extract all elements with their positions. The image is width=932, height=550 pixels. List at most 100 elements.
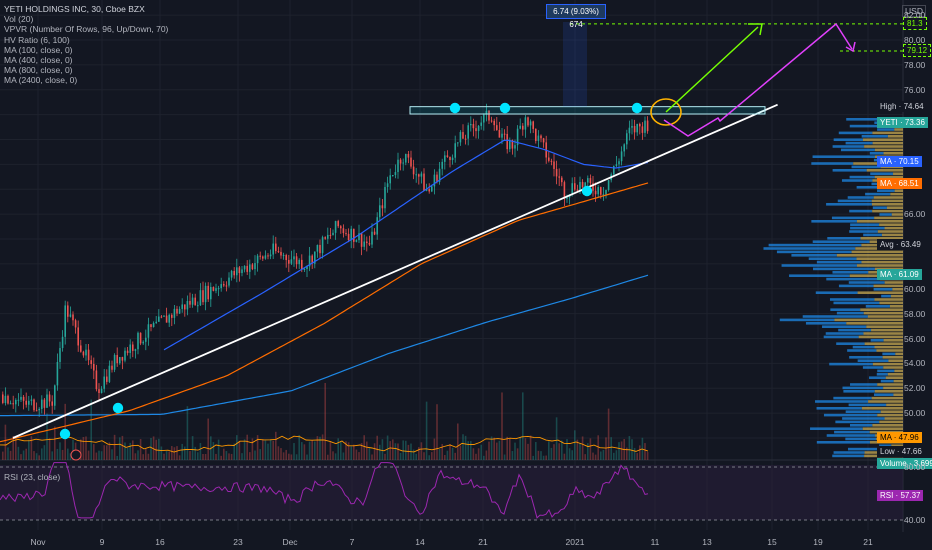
volume-bar bbox=[48, 438, 51, 460]
candle-body bbox=[61, 336, 64, 349]
volume-bar bbox=[483, 455, 485, 460]
candle-body bbox=[316, 244, 319, 252]
volume-bar bbox=[282, 452, 285, 460]
vpvr-up bbox=[832, 145, 865, 148]
indicator-ma100[interactable]: MA (100, close, 0) bbox=[4, 44, 73, 55]
candle-body bbox=[303, 269, 306, 271]
vpvr-up bbox=[789, 274, 850, 277]
volume-bar bbox=[38, 455, 40, 460]
volume-bar bbox=[542, 455, 545, 460]
time-tick: 13 bbox=[702, 537, 712, 547]
candle-body bbox=[22, 396, 25, 401]
price-tick: 54.00 bbox=[904, 358, 926, 369]
volume-bar bbox=[646, 452, 649, 460]
vpvr-up bbox=[823, 335, 859, 339]
vpvr-down bbox=[849, 274, 903, 277]
volume-bar bbox=[181, 443, 183, 460]
earnings-marker bbox=[70, 449, 82, 461]
candle-body bbox=[93, 363, 95, 371]
candle-body bbox=[319, 244, 321, 254]
volume-bar bbox=[46, 413, 48, 460]
volume-bar bbox=[373, 443, 376, 460]
vpvr-up bbox=[848, 403, 887, 407]
candle-body bbox=[173, 308, 176, 318]
candle-body bbox=[35, 410, 38, 412]
vpvr-up bbox=[825, 332, 864, 335]
candle-body bbox=[412, 166, 415, 175]
volume-bar bbox=[163, 453, 165, 460]
symbol-title: YETI HOLDINGS INC, 30, Cboe BZX bbox=[4, 4, 145, 14]
time-tick: 9 bbox=[99, 537, 105, 547]
currency-label[interactable]: USD bbox=[902, 5, 926, 17]
candle-body bbox=[165, 315, 168, 323]
candle-body bbox=[225, 285, 228, 287]
volume-bar bbox=[402, 440, 404, 460]
candle-body bbox=[379, 205, 381, 218]
volume-bar bbox=[340, 441, 342, 460]
candle-body bbox=[555, 168, 558, 177]
vpvr-down bbox=[861, 260, 903, 264]
volume-bar bbox=[633, 447, 636, 460]
candle-body bbox=[290, 259, 293, 264]
indicator-ma800[interactable]: MA (800, close, 0) bbox=[4, 65, 73, 76]
candles bbox=[2, 103, 649, 417]
volume-bar bbox=[197, 452, 199, 460]
volume-bar bbox=[418, 447, 420, 460]
vpvr-down bbox=[886, 206, 903, 209]
candle-body bbox=[106, 376, 108, 382]
indicator-vpvr[interactable]: VPVR (Number Of Rows, 96, Up/Down, 70) bbox=[4, 24, 169, 35]
vpvr-up bbox=[763, 247, 856, 250]
indicator-hv[interactable]: HV Ratio (6, 100) bbox=[4, 34, 70, 45]
indicator-ma400[interactable]: MA (400, close, 0) bbox=[4, 55, 73, 66]
vpvr-up bbox=[826, 434, 876, 437]
high-label: High · 74.64 bbox=[877, 101, 927, 112]
vpvr-up bbox=[835, 420, 880, 424]
indicator-ma2400[interactable]: MA (2400, close, 0) bbox=[4, 75, 78, 86]
volume-bar bbox=[407, 444, 410, 460]
volume-bar bbox=[30, 436, 33, 460]
pivot-dot bbox=[112, 402, 124, 414]
candle-body bbox=[332, 232, 334, 236]
candle-body bbox=[524, 117, 527, 130]
candle-body bbox=[519, 125, 521, 129]
indicator-vol[interactable]: Vol (20) bbox=[4, 14, 34, 25]
candle-body bbox=[470, 124, 472, 126]
volume-bar bbox=[381, 439, 384, 460]
vpvr-up bbox=[865, 305, 890, 308]
vpvr-up bbox=[826, 277, 880, 281]
volume-bar bbox=[259, 449, 261, 460]
candle-body bbox=[472, 124, 475, 129]
volume-bar bbox=[264, 440, 267, 460]
candle-body bbox=[420, 173, 423, 177]
vpvr-up bbox=[850, 226, 885, 230]
volume-bar bbox=[342, 452, 345, 460]
volume-bar bbox=[12, 436, 14, 460]
volume-bar bbox=[548, 441, 550, 460]
vpvr-up bbox=[822, 325, 867, 328]
volume-bar bbox=[189, 450, 191, 460]
volume-bar bbox=[444, 454, 446, 460]
vpvr-up bbox=[836, 342, 865, 345]
time-tick: 7 bbox=[349, 537, 355, 547]
rsi-legend[interactable]: RSI (23, close) bbox=[4, 472, 61, 482]
volume-bar bbox=[20, 454, 22, 460]
volume-label: Volume · 3.699K bbox=[877, 458, 932, 469]
price-tick: 52.00 bbox=[904, 383, 926, 394]
candle-body bbox=[204, 285, 207, 303]
vpvr-down bbox=[895, 352, 903, 356]
volume-bar bbox=[35, 453, 38, 460]
candle-body bbox=[444, 155, 446, 162]
vpvr-up bbox=[847, 196, 874, 199]
measure-tooltip: 6.74 (9.03%) 674 bbox=[546, 4, 606, 29]
vpvr-up bbox=[768, 243, 862, 247]
volume-bar bbox=[628, 436, 631, 460]
candle-body bbox=[210, 286, 212, 300]
vpvr-up bbox=[823, 413, 878, 417]
pivot-dot bbox=[499, 102, 511, 114]
vpvr-up bbox=[862, 366, 884, 369]
rsi-pane bbox=[0, 462, 649, 519]
candle-body bbox=[620, 151, 623, 162]
candle-body bbox=[423, 173, 425, 191]
candle-body bbox=[477, 125, 480, 132]
